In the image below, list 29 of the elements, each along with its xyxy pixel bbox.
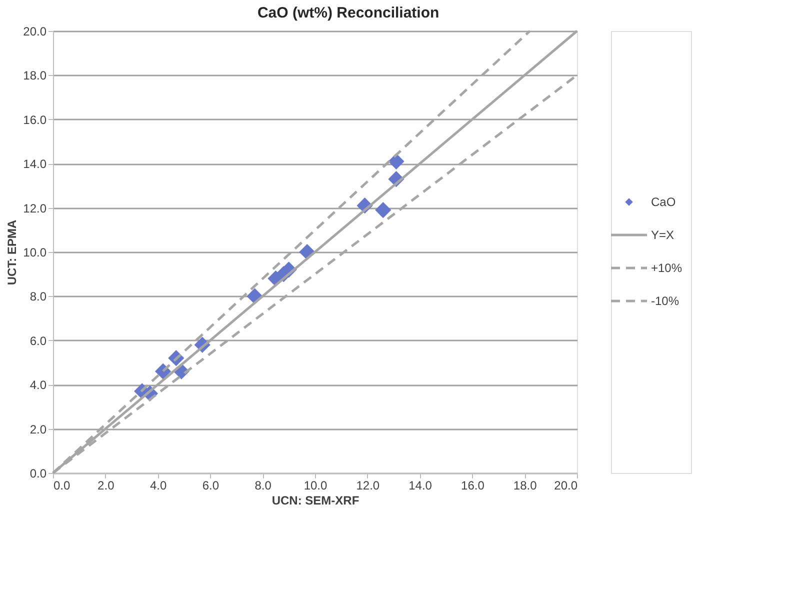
y-axis-title: UCT: EPMA: [5, 220, 20, 286]
x-tick-label: 14.0: [408, 478, 432, 492]
chart-title: CaO (wt%) Reconciliation: [257, 4, 440, 22]
y-tick-label: 2.0: [30, 422, 47, 436]
y-tick-label: 20.0: [23, 24, 47, 38]
x-tick-label: 2.0: [98, 478, 115, 492]
y-tick-label: 6.0: [30, 334, 47, 348]
y-tick-label: 4.0: [30, 378, 47, 392]
x-tick-label: 0.0: [54, 478, 71, 492]
x-tick-label: 18.0: [513, 478, 538, 492]
x-tick-label: 12.0: [356, 478, 380, 492]
x-axis-title: UCN: SEM-XRF: [272, 494, 360, 508]
y-tick-label: 14.0: [23, 157, 47, 172]
legend-label: CaO: [651, 195, 676, 209]
y-tick-label: 0.0: [30, 466, 47, 480]
x-tick-label: 6.0: [202, 478, 220, 492]
legend-label: +10%: [651, 261, 682, 275]
y-tick-label: 10.0: [23, 246, 47, 260]
legend-label: -10%: [651, 294, 680, 308]
x-tick-label: 10.0: [304, 478, 328, 492]
y-tick-label: 12.0: [23, 201, 47, 216]
y-tick-label: 8.0: [30, 290, 47, 304]
y-tick-label: 16.0: [23, 112, 47, 127]
legend-label: Y=X: [651, 228, 674, 242]
y-tick-label: 18.0: [23, 68, 47, 83]
x-tick-label: 4.0: [150, 478, 167, 492]
x-tick-label: 16.0: [461, 478, 485, 492]
x-tick-label: 8.0: [254, 478, 272, 492]
x-tick-label: 20.0: [554, 478, 578, 492]
